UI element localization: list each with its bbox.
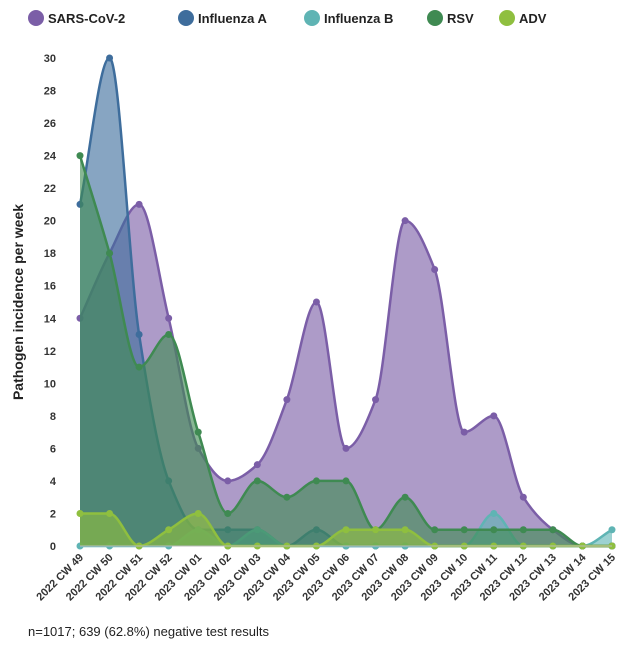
point-sars-cov-2-12[interactable] <box>431 265 439 273</box>
point-sars-cov-2-7[interactable] <box>283 396 291 404</box>
point-adv-4[interactable] <box>194 509 202 517</box>
point-sars-cov-2-13[interactable] <box>460 428 468 436</box>
footnote: n=1017; 639 (62.8%) negative test result… <box>28 624 270 639</box>
point-influenza-a-2[interactable] <box>135 331 143 339</box>
point-rsv-11[interactable] <box>401 493 409 501</box>
point-rsv-6[interactable] <box>253 477 261 485</box>
y-tick-label: 6 <box>50 443 56 455</box>
point-rsv-3[interactable] <box>165 331 173 339</box>
line-rsv <box>78 155 612 548</box>
point-rsv-15[interactable] <box>519 526 527 534</box>
y-tick-label: 0 <box>50 541 56 553</box>
point-adv-1[interactable] <box>106 509 114 517</box>
point-influenza-b-14[interactable] <box>490 509 498 517</box>
point-rsv-0[interactable] <box>76 152 84 160</box>
y-tick-label: 28 <box>44 86 56 98</box>
y-tick-label: 2 <box>50 508 56 520</box>
series-sars-cov-2 <box>76 200 616 550</box>
legend-label-influenza-a[interactable]: Influenza A <box>198 11 267 26</box>
point-rsv-1[interactable] <box>106 249 114 257</box>
legend-marker-rsv[interactable] <box>427 10 443 26</box>
point-rsv-12[interactable] <box>431 526 439 534</box>
area-rsv <box>80 155 612 546</box>
point-sars-cov-2-2[interactable] <box>135 200 143 208</box>
point-sars-cov-2-14[interactable] <box>490 412 498 420</box>
y-tick-label: 24 <box>44 151 57 163</box>
point-adv-9[interactable] <box>342 526 350 534</box>
legend-marker-adv[interactable] <box>499 10 515 26</box>
legend-marker-sars-cov-2[interactable] <box>28 10 44 26</box>
point-sars-cov-2-6[interactable] <box>253 461 261 469</box>
point-rsv-16[interactable] <box>549 526 557 534</box>
point-sars-cov-2-9[interactable] <box>342 444 350 452</box>
y-tick-label: 20 <box>44 216 56 228</box>
point-adv-10[interactable] <box>372 526 380 534</box>
point-sars-cov-2-3[interactable] <box>165 314 173 322</box>
point-influenza-b-18[interactable] <box>608 526 616 534</box>
y-tick-label: 18 <box>44 248 56 260</box>
legend: SARS-CoV-2 Influenza A Influenza B RSV ADV <box>28 10 547 26</box>
point-rsv-13[interactable] <box>460 526 468 534</box>
point-influenza-a-1[interactable] <box>106 54 114 62</box>
point-sars-cov-2-11[interactable] <box>401 217 409 225</box>
point-adv-11[interactable] <box>401 526 409 534</box>
legend-label-influenza-b[interactable]: Influenza B <box>324 11 393 26</box>
y-tick-label: 22 <box>44 183 56 195</box>
y-tick-label: 16 <box>44 281 56 293</box>
point-rsv-4[interactable] <box>194 428 202 436</box>
point-rsv-7[interactable] <box>283 493 291 501</box>
point-sars-cov-2-15[interactable] <box>519 493 527 501</box>
point-sars-cov-2-8[interactable] <box>312 298 320 306</box>
y-axis-title: Pathogen incidence per week <box>10 204 26 400</box>
y-tick-label: 26 <box>44 118 56 130</box>
point-rsv-8[interactable] <box>312 477 320 485</box>
y-tick-label: 14 <box>44 313 57 325</box>
point-sars-cov-2-5[interactable] <box>224 477 232 485</box>
area-sars-cov-2 <box>80 204 612 546</box>
series-layer <box>76 54 616 550</box>
point-rsv-5[interactable] <box>224 509 232 517</box>
legend-label-adv[interactable]: ADV <box>519 11 547 26</box>
y-tick-label: 4 <box>50 476 57 488</box>
legend-marker-influenza-a[interactable] <box>178 10 194 26</box>
point-rsv-9[interactable] <box>342 477 350 485</box>
y-tick-label: 10 <box>44 378 56 390</box>
point-sars-cov-2-10[interactable] <box>372 396 380 404</box>
y-tick-label: 8 <box>50 411 56 423</box>
point-adv-0[interactable] <box>76 509 84 517</box>
series-rsv <box>76 152 616 550</box>
legend-label-sars-cov-2[interactable]: SARS-CoV-2 <box>48 11 125 26</box>
point-adv-3[interactable] <box>165 526 173 534</box>
point-rsv-2[interactable] <box>135 363 143 371</box>
legend-label-rsv[interactable]: RSV <box>447 11 474 26</box>
y-tick-label: 12 <box>44 346 56 358</box>
y-tick-label: 30 <box>44 53 56 65</box>
legend-marker-influenza-b[interactable] <box>304 10 320 26</box>
point-rsv-14[interactable] <box>490 526 498 534</box>
